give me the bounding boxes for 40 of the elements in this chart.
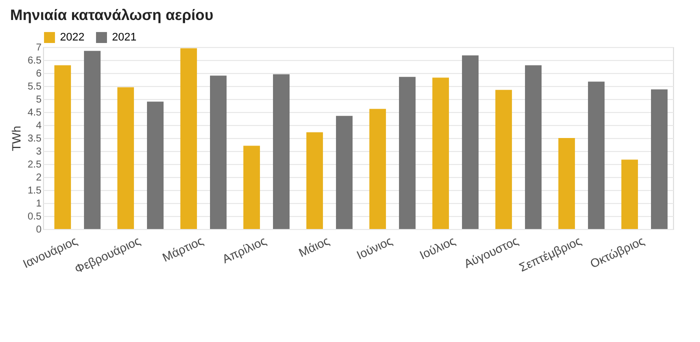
y-tick-label: 4 — [36, 120, 42, 132]
bar — [432, 78, 449, 229]
bar — [336, 116, 353, 229]
bar — [180, 48, 197, 229]
y-tick-label: 5 — [36, 94, 42, 106]
bar — [117, 87, 134, 229]
chart-title: Μηνιαία κατανάλωση αερίου — [10, 7, 214, 24]
bar — [369, 108, 386, 229]
y-tick-label: 3.5 — [28, 134, 42, 144]
y-axis-title: TWh — [10, 126, 24, 152]
bar — [243, 146, 260, 229]
legend-label: 2022 — [60, 32, 84, 44]
y-tick-label: 4.5 — [28, 108, 42, 118]
bar — [306, 132, 323, 229]
bar — [398, 76, 416, 229]
bar — [272, 74, 290, 229]
y-tick-label: 2.5 — [28, 160, 42, 170]
y-tick-label: 1.5 — [28, 186, 42, 196]
y-tick-label: 0 — [36, 224, 42, 236]
y-tick-label: 7 — [36, 42, 42, 54]
bar — [54, 65, 71, 229]
y-tick-label: 5.5 — [28, 82, 42, 92]
bar — [524, 65, 542, 229]
y-tick-label: 3 — [36, 146, 42, 158]
y-tick-label: 6.5 — [28, 56, 42, 66]
bar — [621, 160, 638, 229]
bar — [588, 82, 605, 229]
bar — [462, 55, 479, 229]
bar — [210, 76, 227, 229]
y-tick-label: 1 — [36, 198, 42, 210]
x-tick-label: Μάιος — [296, 234, 332, 260]
bar — [558, 138, 575, 229]
y-tick-label: 0.5 — [28, 212, 42, 222]
bar — [650, 89, 668, 229]
bar — [146, 102, 164, 229]
bar — [84, 50, 101, 229]
legend-label: 2021 — [112, 32, 136, 44]
y-tick-label: 6 — [36, 68, 42, 80]
bar — [495, 90, 512, 229]
y-tick-label: 2 — [36, 172, 42, 184]
